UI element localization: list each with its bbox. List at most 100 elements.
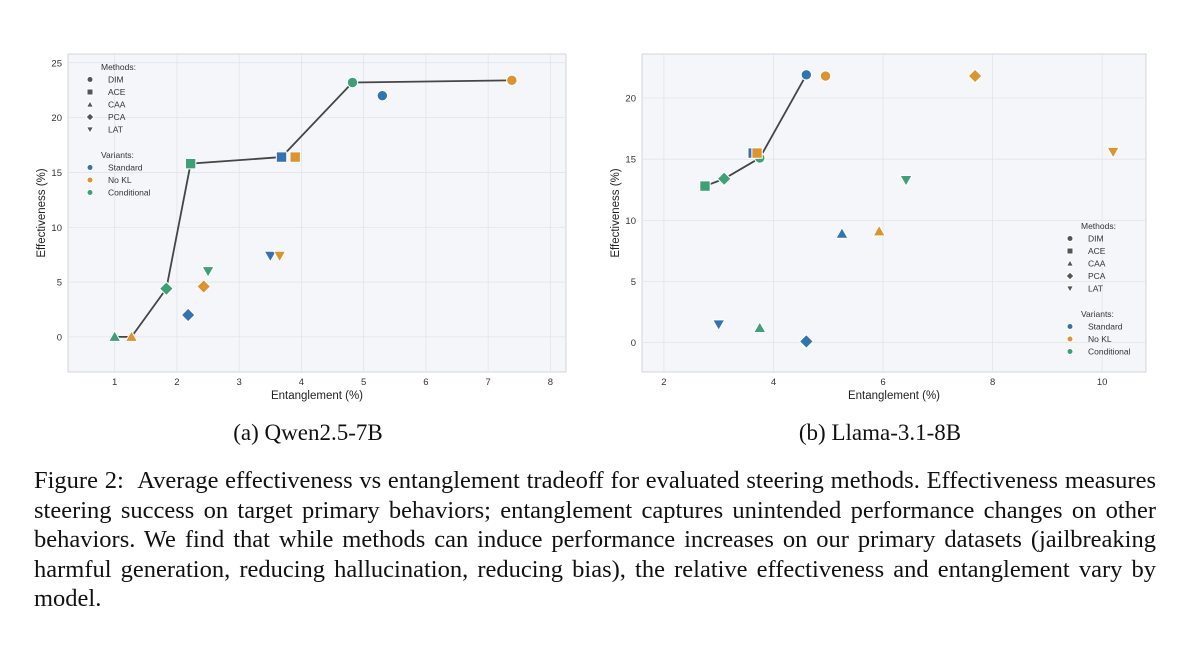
legend-label-standard: Standard	[1088, 322, 1123, 332]
point-dim-conditional	[346, 76, 359, 89]
point-dim-no-kl	[819, 70, 832, 82]
point-dim-standard	[800, 69, 813, 81]
y-tick-label: 5	[631, 277, 636, 288]
point-caa-conditional	[752, 320, 767, 333]
x-tick-label: 4	[771, 377, 776, 388]
legend-label-pca: PCA	[108, 112, 126, 122]
x-tick-label: 8	[990, 377, 995, 388]
y-tick-label: 20	[51, 113, 62, 124]
legend-variants-title: Variants:	[1081, 309, 1114, 319]
pareto-frontier-line	[704, 74, 808, 187]
point-pca-standard	[180, 307, 196, 323]
point-lat-conditional	[899, 174, 913, 187]
x-tick-label: 5	[361, 377, 366, 388]
x-tick-label: 2	[174, 377, 179, 388]
point-ace-no-kl	[289, 151, 301, 163]
legend-label-caa: CAA	[108, 100, 126, 110]
y-tick-label: 0	[631, 338, 636, 349]
point-lat-no-kl	[1106, 146, 1120, 159]
point-caa-conditional	[107, 329, 122, 342]
point-lat-conditional	[201, 266, 215, 279]
caption-label: Figure 2:	[34, 467, 124, 494]
y-tick-label: 15	[625, 155, 636, 166]
point-dim-no-kl	[506, 74, 518, 87]
x-tick-label: 1	[112, 377, 117, 388]
y-tick-label: 10	[625, 216, 636, 227]
point-ace-conditional	[699, 180, 711, 192]
legend-marker-pca	[1065, 271, 1075, 281]
subcaption-a: (a) Qwen2.5-7B	[233, 420, 383, 445]
legend-marker-conditional	[86, 189, 94, 196]
legend: Methods: DIM ACE CAA PCA LAT Variants: Standard…	[1065, 221, 1131, 357]
x-tick-label: 2	[661, 377, 666, 388]
legend-label-lat: LAT	[1088, 284, 1103, 294]
figure-caption: Figure 2: Average effectiveness vs entan…	[34, 466, 1156, 614]
x-tick-label: 3	[237, 377, 242, 388]
legend-marker-caa	[85, 100, 95, 108]
legend: Methods: DIM ACE CAA PCA LAT Variants: Standard…	[85, 62, 151, 198]
legend-label-ace: ACE	[1088, 246, 1106, 256]
point-lat-standard	[711, 319, 726, 332]
legend-marker-conditional	[1066, 348, 1074, 355]
point-lat-standard	[263, 250, 278, 263]
y-tick-label: 10	[51, 223, 62, 234]
legend-label-pca: PCA	[1088, 271, 1106, 281]
y-axis-label: Effectiveness (%)	[36, 168, 48, 257]
legend-methods-title: Methods:	[101, 62, 136, 72]
chart-b-llama: 2 4 6 8 10 0 5 10 15 20 Entanglement (%) Effectiven…	[610, 53, 1147, 402]
point-ace-conditional	[184, 157, 197, 170]
legend-marker-no_kl	[1066, 335, 1074, 343]
x-tick-label: 4	[299, 377, 304, 388]
legend-methods-title: Methods:	[1081, 221, 1116, 231]
chart-a-qwen: 1 2 3 4 5 6 7 8 0 5 10 15 20 25 Entanglement (%) Effect…	[36, 53, 567, 402]
legend-label-standard: Standard	[108, 163, 143, 173]
x-tick-label: 6	[423, 377, 428, 388]
legend-label-no_kl: No KL	[108, 175, 132, 185]
y-tick-label: 0	[57, 332, 62, 343]
point-ace-no-kl	[751, 147, 763, 159]
point-pca-conditional	[158, 281, 174, 297]
legend-label-ace: ACE	[108, 87, 126, 97]
y-tick-label: 25	[51, 58, 62, 69]
legend-marker-caa	[1065, 259, 1075, 267]
point-caa-no-kl	[872, 224, 887, 237]
x-tick-label: 10	[1097, 377, 1108, 388]
x-tick-label: 8	[548, 377, 553, 388]
legend-marker-ace	[1066, 247, 1074, 255]
x-tick-label: 7	[486, 377, 491, 388]
legend-marker-dim	[86, 76, 94, 83]
y-axis-label: Effectiveness (%)	[610, 168, 622, 257]
legend-marker-ace	[86, 88, 94, 96]
point-pca-no-kl	[967, 68, 983, 84]
y-tick-label: 15	[51, 168, 62, 179]
point-pca-standard	[798, 333, 814, 349]
point-caa-no-kl	[124, 329, 139, 342]
plot-area	[641, 53, 1147, 373]
legend-label-dim: DIM	[108, 75, 124, 85]
caption-text: Average effectiveness vs entanglement tr…	[34, 467, 1156, 612]
y-tick-label: 5	[57, 278, 62, 289]
legend-label-conditional: Conditional	[1088, 347, 1131, 357]
legend-marker-dim	[1066, 235, 1074, 242]
legend-label-dim: DIM	[1088, 234, 1104, 244]
legend-label-lat: LAT	[108, 125, 123, 135]
legend-marker-lat	[1065, 285, 1075, 293]
legend-label-no_kl: No KL	[1088, 334, 1112, 344]
legend-label-caa: CAA	[1088, 259, 1106, 269]
legend-label-conditional: Conditional	[108, 188, 151, 198]
legend-marker-pca	[85, 112, 95, 122]
legend-marker-standard	[1066, 323, 1074, 330]
x-axis-label: Entanglement (%)	[271, 390, 363, 402]
point-lat-no-kl	[272, 250, 287, 263]
legend-marker-no_kl	[86, 176, 94, 184]
legend-marker-lat	[85, 126, 95, 134]
legend-marker-standard	[86, 164, 94, 171]
legend-variants-title: Variants:	[101, 150, 134, 160]
point-pca-no-kl	[196, 279, 212, 294]
subcaption-b: (b) Llama-3.1-8B	[798, 420, 962, 445]
x-axis-label: Entanglement (%)	[848, 390, 940, 402]
plot-area	[67, 53, 567, 373]
x-tick-label: 6	[880, 377, 885, 388]
point-pca-conditional	[716, 171, 732, 187]
